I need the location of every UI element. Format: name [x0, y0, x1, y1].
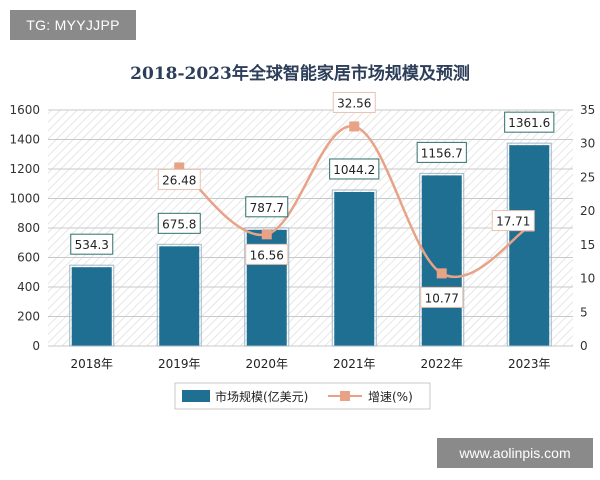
growth-marker — [436, 268, 447, 279]
bar — [71, 267, 112, 346]
bar-outline — [331, 189, 377, 347]
legend: 市场规模(亿美元) 增速(%) — [174, 382, 431, 410]
line-data-label-box — [491, 210, 535, 232]
bar — [334, 191, 375, 346]
y-tick-label-right: 35 — [580, 103, 595, 117]
legend-line-label: 增速(%) — [368, 390, 413, 404]
x-axis-labels: 2018年 2019年 2020年 2021年 2022年 2023年 — [70, 357, 550, 371]
bar-outline — [69, 264, 115, 347]
growth-marker — [174, 162, 185, 173]
bar-data-label: 1156.7 — [421, 146, 463, 160]
bar-data-label-box — [157, 212, 201, 234]
x-tick-label: 2021年 — [333, 357, 376, 371]
y-tick-label-left: 600 — [17, 251, 40, 265]
bar-data-labels: 534.3 675.8 787.7 1044.2 1156.7 1361.6 — [70, 111, 555, 255]
bar-data-label: 534.3 — [75, 238, 109, 252]
line-data-label: 16.56 — [250, 248, 284, 262]
y-tick-label-right: 30 — [580, 137, 595, 151]
y-tick-label-left: 200 — [17, 310, 40, 324]
gridlines — [48, 109, 573, 347]
line-data-labels: 26.48 16.56 32.56 10.77 17.71 — [157, 91, 535, 308]
bar-series — [69, 142, 552, 347]
x-tick-label: 2019年 — [158, 357, 201, 371]
bar-data-label: 787.7 — [250, 201, 284, 215]
y-tick-label-left: 800 — [17, 221, 40, 235]
bar-data-label: 1361.6 — [508, 116, 550, 130]
y-tick-label-right: 25 — [580, 170, 595, 184]
bar-outline — [419, 172, 465, 347]
line-data-label: 26.48 — [162, 173, 196, 187]
legend-line-marker — [340, 391, 350, 401]
line-data-label-box — [420, 286, 464, 308]
y-tick-label-left: 1600 — [9, 103, 40, 117]
x-tick-label: 2023年 — [508, 357, 551, 371]
y-tick-label-left: 0 — [32, 339, 40, 353]
chart-title: 2018-2023年全球智能家居市场规模及预测 — [130, 63, 470, 84]
line-data-label: 10.77 — [425, 291, 459, 305]
bar-data-label: 675.8 — [162, 217, 196, 231]
y-tick-label-left: 1400 — [9, 133, 40, 147]
bar-data-label: 1044.2 — [333, 163, 375, 177]
line-data-label: 17.71 — [496, 215, 530, 229]
bar — [159, 246, 200, 346]
growth-marker — [349, 121, 360, 132]
bar-data-label-box — [416, 141, 467, 163]
y-tick-label-right: 10 — [580, 272, 595, 286]
y-tick-label-left: 400 — [17, 280, 40, 294]
y-tick-label-right: 0 — [580, 339, 588, 353]
line-data-label-box — [157, 168, 201, 190]
bar-data-label-box — [329, 158, 380, 180]
bar-data-label-box — [70, 233, 114, 255]
x-tick-label: 2018年 — [70, 357, 113, 371]
legend-bar-label: 市场规模(亿美元) — [215, 389, 308, 404]
y-axis-right: 0 5 10 15 20 25 30 35 — [580, 103, 595, 353]
y-tick-label-left: 1000 — [9, 192, 40, 206]
bar-outline — [244, 227, 290, 347]
line-data-label: 32.56 — [337, 96, 371, 110]
y-tick-label-right: 5 — [580, 305, 588, 319]
growth-marker — [261, 229, 272, 240]
x-tick-label: 2022年 — [420, 357, 463, 371]
line-data-label-box — [332, 91, 376, 113]
legend-bar-swatch — [182, 390, 210, 402]
bar-data-label-box — [245, 196, 289, 218]
line-data-label-box — [245, 243, 289, 265]
legend-box — [174, 382, 431, 410]
watermark-top-left: TG: MYYJJPP — [10, 10, 136, 40]
y-tick-label-right: 20 — [580, 204, 595, 218]
watermark-bottom-right: www.aolinpis.com — [437, 438, 593, 468]
y-axis-left: 0 200 400 600 800 1000 1200 1400 1600 — [9, 103, 40, 353]
x-tick-label: 2020年 — [245, 357, 288, 371]
bar-outline — [156, 243, 202, 347]
chart: 2018-2023年全球智能家居市场规模及预测 0200400600800100… — [9, 63, 595, 410]
y-tick-label-left: 1200 — [9, 162, 40, 176]
y-tick-label-right: 15 — [580, 238, 595, 252]
bar — [509, 145, 550, 346]
bar-data-label-box — [504, 111, 555, 133]
